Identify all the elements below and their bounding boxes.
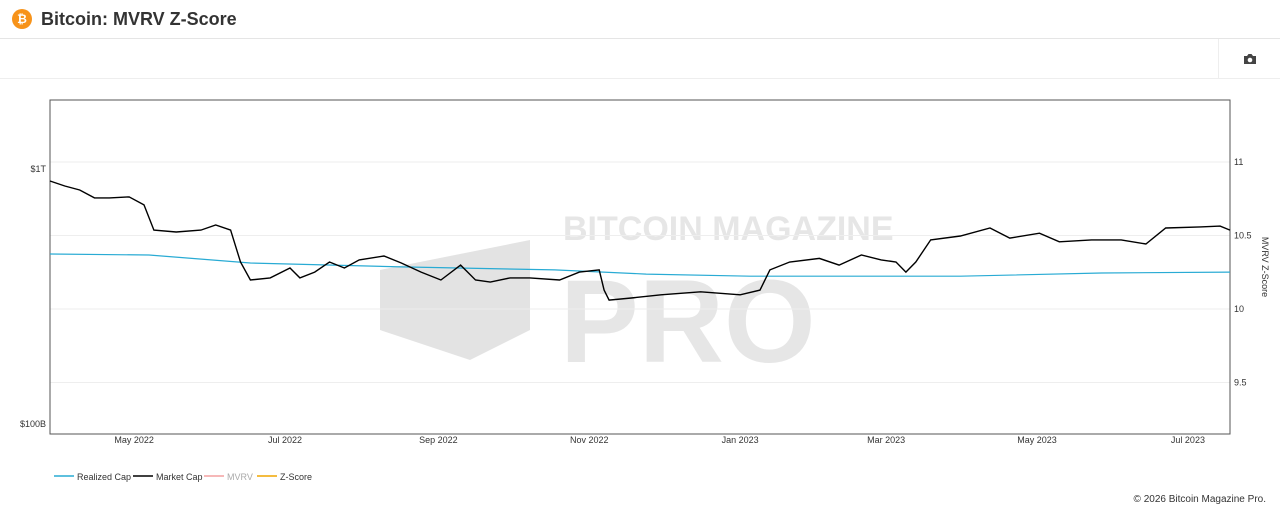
copyright: © 2026 Bitcoin Magazine Pro. — [1133, 494, 1266, 505]
toolbar — [0, 39, 1280, 79]
plot-frame — [49, 99, 1231, 435]
legend-item[interactable]: Z-Score — [280, 472, 312, 482]
right-tick-label: 10.5 — [1234, 231, 1252, 241]
x-tick-label: May 2023 — [1017, 435, 1057, 445]
left-tick-label: $1T — [30, 164, 46, 174]
watermark-text-pro: PRO — [560, 256, 816, 388]
x-tick-label: Jan 2023 — [722, 435, 759, 445]
header: ₿ Bitcoin: MVRV Z-Score — [0, 0, 1280, 39]
right-tick-label: 9.5 — [1234, 378, 1247, 388]
right-tick-label: 10 — [1234, 304, 1244, 314]
right-tick-label: 11 — [1234, 157, 1243, 167]
x-tick-label: Jul 2022 — [268, 435, 302, 445]
page-title: Bitcoin: MVRV Z-Score — [41, 8, 237, 29]
bitcoin-logo-icon: ₿ — [12, 9, 32, 29]
legend-item[interactable]: Realized Cap — [77, 472, 131, 482]
legend-item[interactable]: MVRV — [227, 472, 253, 482]
series-market-cap — [49, 180, 1231, 301]
series-realized-cap — [49, 253, 1231, 277]
right-axis-label: MVRV Z-Score — [1260, 237, 1270, 297]
x-tick-label: Mar 2023 — [867, 435, 905, 445]
legend-item[interactable]: Market Cap — [156, 472, 203, 482]
legend: Realized Cap Market Cap MVRV Z-Score — [54, 472, 312, 482]
camera-icon[interactable] — [1218, 39, 1280, 78]
x-tick-label: May 2022 — [114, 435, 154, 445]
x-tick-label: Nov 2022 — [570, 435, 609, 445]
watermark: BITCOIN MAGAZINE PRO — [380, 210, 894, 388]
x-tick-label: Jul 2023 — [1171, 435, 1205, 445]
x-tick-label: Sep 2022 — [419, 435, 458, 445]
chart: BITCOIN MAGAZINE PRO 11 10.5 10 9.5 $1T $100B… — [20, 99, 1270, 482]
left-tick-label: $100B — [20, 419, 46, 429]
watermark-text: BITCOIN MAGAZINE — [563, 210, 894, 248]
